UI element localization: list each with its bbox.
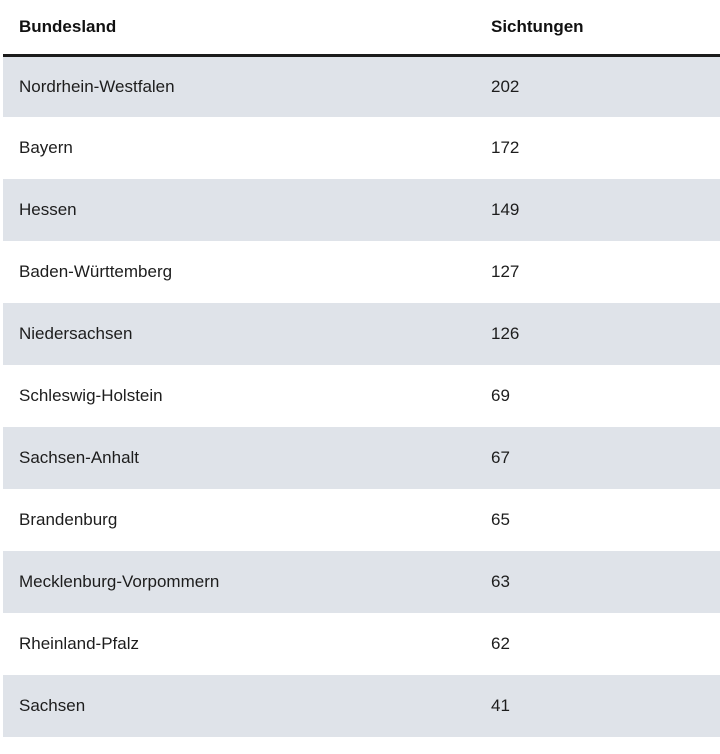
table-row: Niedersachsen 126 [3, 303, 720, 365]
table-row: Sachsen 41 [3, 675, 720, 737]
sightings-table-page: Bundesland Sichtungen Nordrhein-Westfale… [3, 0, 720, 737]
table-row: Sachsen-Anhalt 67 [3, 427, 720, 489]
cell-bundesland: Nordrhein-Westfalen [19, 76, 175, 96]
table-row: Bayern 172 [3, 117, 720, 179]
header-sichtungen: Sichtungen [475, 0, 720, 57]
cell-bundesland: Niedersachsen [19, 323, 133, 343]
table-body: Nordrhein-Westfalen 202 Bayern 172 Hesse… [3, 55, 720, 737]
cell-bundesland: Sachsen [19, 695, 86, 715]
cell-bundesland: Hessen [19, 199, 77, 219]
cell-bundesland: Schleswig-Holstein [19, 385, 163, 405]
table-row: Rheinland-Pfalz 62 [3, 613, 720, 675]
sightings-table: Bundesland Sichtungen Nordrhein-Westfale… [3, 0, 720, 737]
table-row: Schleswig-Holstein 69 [3, 365, 720, 427]
cell-sichtungen: 202 [491, 76, 520, 96]
table-row: Nordrhein-Westfalen 202 [3, 55, 720, 117]
cell-sichtungen: 62 [491, 633, 510, 653]
table-row: Hessen 149 [3, 179, 720, 241]
cell-bundesland: Sachsen-Anhalt [19, 447, 140, 467]
cell-sichtungen: 126 [491, 323, 520, 343]
cell-sichtungen: 41 [491, 695, 510, 715]
cell-bundesland: Baden-Württemberg [19, 261, 173, 281]
cell-sichtungen: 65 [491, 509, 510, 529]
cell-sichtungen: 63 [491, 571, 510, 591]
table-header: Bundesland Sichtungen [3, 0, 720, 57]
header-row: Bundesland Sichtungen [3, 0, 720, 57]
cell-sichtungen: 149 [491, 199, 520, 219]
cell-sichtungen: 127 [491, 261, 520, 281]
table-row: Brandenburg 65 [3, 489, 720, 551]
cell-sichtungen: 172 [491, 137, 520, 157]
table-row: Baden-Württemberg 127 [3, 241, 720, 303]
cell-bundesland: Rheinland-Pfalz [19, 633, 140, 653]
cell-bundesland: Bayern [19, 137, 73, 157]
cell-bundesland: Brandenburg [19, 509, 118, 529]
cell-sichtungen: 67 [491, 447, 510, 467]
table-row: Mecklenburg-Vorpommern 63 [3, 551, 720, 613]
header-bundesland: Bundesland [3, 0, 475, 57]
cell-sichtungen: 69 [491, 385, 510, 405]
cell-bundesland: Mecklenburg-Vorpommern [19, 571, 220, 591]
